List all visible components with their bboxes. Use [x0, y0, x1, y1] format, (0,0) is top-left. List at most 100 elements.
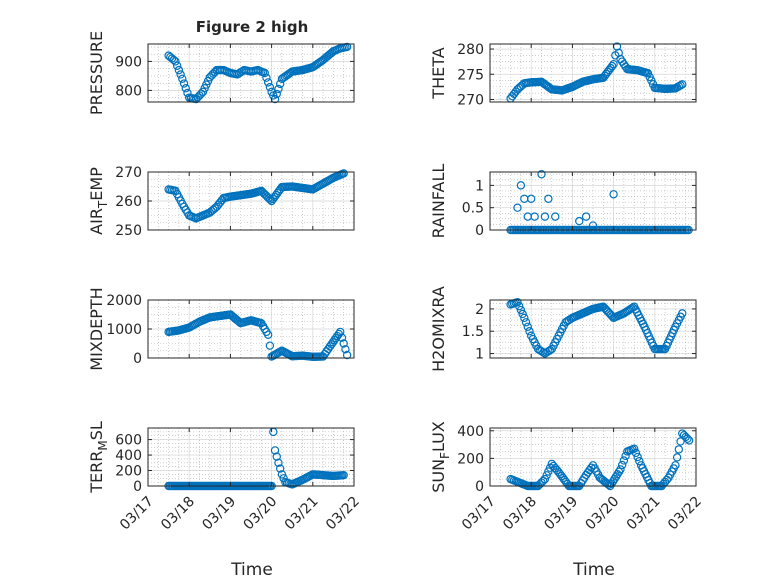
data-point [678, 309, 687, 318]
y-axis-label-main: RAINFALL [429, 164, 448, 239]
data-point [684, 436, 694, 445]
y-tick-label: 1.5 [462, 324, 484, 340]
y-tick-label: 400 [457, 424, 484, 440]
data-point [630, 444, 639, 453]
y-axis-label-tail: LUX [429, 421, 448, 452]
y-axis-label-main: SUN [429, 459, 448, 493]
data-point [540, 474, 550, 484]
y-tick-label: 0 [133, 351, 142, 367]
data-point [671, 461, 680, 470]
data-point [176, 70, 185, 79]
data-point [171, 57, 180, 66]
axes-box [489, 427, 697, 487]
data-point [260, 189, 269, 198]
data-point [178, 74, 187, 84]
subplot-sun-flux: 0 200 400 03/17 03/18 03/19 03/20 03/21 03/22 SUN… [429, 421, 705, 533]
y-axis-label: SUNFLUX [429, 421, 452, 493]
y-tick-label: 1000 [106, 322, 142, 338]
y-tick-label: 600 [115, 433, 142, 449]
data-point [619, 456, 629, 465]
y-tick-label: 0 [475, 223, 484, 239]
data-point [337, 333, 347, 342]
data-point [260, 68, 269, 78]
x-tick-label: 03/18 [500, 494, 540, 534]
y-axis-label-tail: SL [87, 421, 106, 440]
y-axis-label-main: H2OMIXRA [429, 286, 448, 372]
data-point [265, 82, 275, 92]
y-tick-label: 260 [115, 194, 142, 210]
y-axis-label: H2OMIXRA [429, 286, 448, 372]
data-point [635, 456, 644, 466]
data-point [261, 190, 270, 200]
x-tick-label: 03/20 [241, 494, 281, 534]
y-axis-label: AIRTEMP [87, 167, 110, 235]
data-point [265, 341, 275, 350]
subplot-grid: 800 900 PRESSURE 270 275 280 THETA 250 260 270 AIR… [87, 31, 705, 533]
data-point [339, 339, 348, 348]
y-tick-label: 200 [115, 464, 142, 480]
data-point [262, 73, 271, 82]
x-tick-label: 03/21 [624, 494, 664, 534]
data-point [542, 471, 551, 480]
y-tick-label: 275 [457, 67, 484, 83]
data-point [551, 212, 560, 221]
subplot-pressure: 800 900 PRESSURE [87, 31, 355, 115]
axes-box [147, 427, 355, 487]
data-point [181, 84, 190, 93]
data-point [516, 181, 526, 190]
data-point [521, 318, 531, 327]
y-tick-label: 280 [457, 42, 484, 58]
data-point [674, 445, 684, 454]
figure-title: Figure 2 high [196, 18, 309, 36]
y-tick-label: 200 [457, 451, 484, 467]
data-point [265, 195, 275, 204]
data-point [544, 194, 553, 203]
data-point [609, 190, 618, 199]
data-point [581, 212, 591, 221]
y-tick-label: 270 [457, 92, 484, 108]
y-axis-label-subscript: F [438, 452, 452, 459]
x-tick-label: 03/18 [158, 494, 198, 534]
axes-box [489, 171, 697, 231]
data-point [257, 186, 266, 196]
y-tick-label: 250 [115, 223, 142, 239]
data-point [172, 61, 182, 70]
x-axis-label-left: Time [230, 560, 273, 580]
y-tick-label: 0.5 [462, 201, 484, 217]
data-point [277, 470, 287, 479]
data-point [575, 216, 584, 226]
y-axis-label-subscript: T [96, 200, 110, 209]
axes-box [147, 43, 355, 103]
data-point [270, 446, 280, 455]
data-point [540, 212, 550, 221]
data-point [263, 330, 273, 339]
data-point [275, 464, 285, 473]
data-point [516, 305, 526, 315]
data-point [588, 221, 598, 230]
data-point [676, 81, 685, 90]
y-tick-label: 1 [475, 178, 484, 194]
y-tick-label: 2000 [106, 293, 142, 309]
x-tick-label: 03/17 [459, 494, 499, 534]
data-point [342, 350, 352, 360]
y-axis-label-subscript: M [96, 440, 110, 450]
data-point [263, 78, 273, 87]
data-point [339, 470, 348, 480]
data-point [174, 65, 184, 75]
data-point [514, 301, 524, 311]
x-tick-label: 03/22 [323, 494, 363, 534]
y-axis-label-main: MIXDEPTH [87, 287, 106, 370]
data-point [527, 194, 536, 203]
data-point [258, 188, 267, 197]
data-point [678, 80, 687, 89]
x-tick-label: 03/17 [117, 494, 157, 534]
data-point [631, 448, 641, 458]
y-axis-label-main: AIR [87, 208, 106, 235]
data-point [537, 170, 546, 179]
axes-box [489, 299, 697, 359]
data-point [274, 458, 283, 467]
data-point [683, 434, 692, 443]
subplot-rainfall: 0 0.5 1 RAINFALL [429, 164, 697, 239]
